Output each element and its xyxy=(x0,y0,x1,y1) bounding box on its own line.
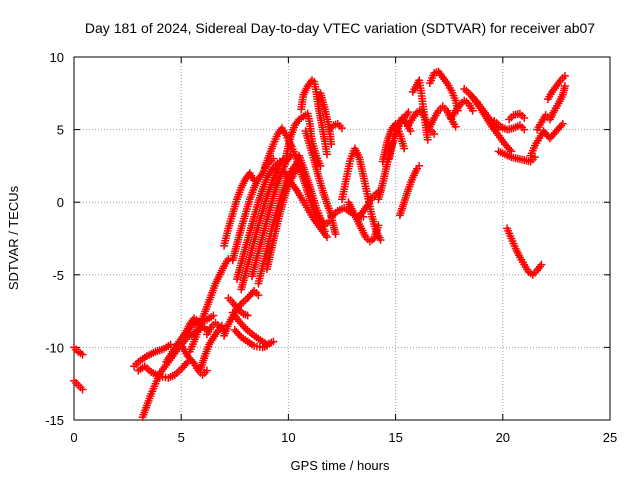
data-point-plus xyxy=(520,114,529,122)
series-trace-20 xyxy=(248,151,295,281)
y-axis-label: SDTVAR / TECUs xyxy=(6,185,21,290)
data-point-plus xyxy=(376,236,385,244)
series-trace-22 xyxy=(263,164,301,273)
data-point-plus xyxy=(423,135,432,144)
x-tick-label: 25 xyxy=(603,430,617,445)
series-trace-49 xyxy=(505,109,529,124)
data-point-plus xyxy=(531,153,539,162)
data-point-plus xyxy=(400,144,409,153)
data-point-plus xyxy=(468,106,477,115)
y-tick-label: -10 xyxy=(45,340,64,355)
data-point-plus xyxy=(327,140,336,149)
x-axis-label: GPS time / hours xyxy=(291,458,390,473)
data-point-plus xyxy=(263,341,271,350)
series-trace-50 xyxy=(503,224,546,279)
data-point-plus xyxy=(78,350,87,359)
series-trace-02 xyxy=(70,376,87,394)
series-trace-04 xyxy=(134,357,192,382)
data-point-plus xyxy=(243,311,252,320)
x-axis-ticks: 0 5 10 15 20 25 xyxy=(70,57,617,445)
series-trace-09 xyxy=(185,254,233,356)
data-point-plus xyxy=(331,230,340,239)
data-point-plus xyxy=(215,323,224,332)
data-point-plus xyxy=(224,254,233,263)
data-point-plus xyxy=(537,260,546,269)
data-point-plus xyxy=(323,233,331,241)
data-point-plus xyxy=(323,150,331,159)
series-trace-28 xyxy=(301,127,340,239)
series-trace-51 xyxy=(526,119,567,160)
series-trace-47 xyxy=(490,116,529,134)
data-point-plus xyxy=(269,337,278,346)
data-point-plus xyxy=(561,71,569,80)
data-point-plus xyxy=(254,291,263,300)
series-trace-29 xyxy=(295,151,334,230)
series-trace-23 xyxy=(260,124,295,172)
series-trace-26 xyxy=(297,76,331,159)
data-point-plus xyxy=(78,385,87,394)
series-trace-01 xyxy=(70,343,87,359)
y-tick-label: -5 xyxy=(52,268,64,283)
data-markers xyxy=(70,67,569,422)
y-axis-ticks: -15 -10 -5 0 5 10 xyxy=(45,50,610,428)
x-tick-label: 0 xyxy=(70,430,77,445)
y-tick-label: 5 xyxy=(57,123,64,138)
x-tick-label: 15 xyxy=(388,430,402,445)
y-tick-label: 10 xyxy=(50,50,64,65)
y-tick-label: 0 xyxy=(57,195,64,210)
x-tick-label: 5 xyxy=(178,430,185,445)
data-point-plus xyxy=(415,161,424,170)
data-point-plus xyxy=(338,124,346,133)
x-tick-label: 10 xyxy=(281,430,295,445)
series-trace-18 xyxy=(232,157,284,284)
series-trace-03 xyxy=(130,340,175,371)
data-point-plus xyxy=(558,119,567,128)
series-trace-41 xyxy=(408,76,432,144)
data-point-plus xyxy=(316,161,325,170)
series-trace-53 xyxy=(543,71,569,104)
series-trace-34 xyxy=(344,198,383,246)
data-point-plus xyxy=(166,340,175,349)
series-trace-19 xyxy=(237,154,289,294)
data-point-plus xyxy=(325,217,334,226)
grid-lines xyxy=(74,57,610,420)
series-trace-52 xyxy=(533,82,569,134)
series-trace-46 xyxy=(468,93,516,156)
data-point-plus xyxy=(374,221,383,230)
series-trace-44 xyxy=(447,96,477,122)
data-point-plus xyxy=(209,311,218,320)
data-point-plus xyxy=(404,108,413,117)
data-point-plus xyxy=(430,130,439,138)
series-trace-16 xyxy=(220,169,259,250)
data-point-plus xyxy=(202,366,211,375)
series-trace-15 xyxy=(230,326,271,352)
series-trace-11 xyxy=(202,318,224,339)
data-point-plus xyxy=(561,82,569,90)
plot-frame xyxy=(73,56,611,421)
series-trace-33 xyxy=(338,144,385,244)
x-tick-label: 20 xyxy=(496,430,510,445)
series-trace-13 xyxy=(224,294,252,320)
series-trace-39 xyxy=(395,161,424,220)
data-point-plus xyxy=(451,122,460,131)
y-tick-label: -15 xyxy=(45,413,64,428)
data-point-plus xyxy=(520,125,529,134)
data-point-plus xyxy=(406,127,415,136)
series-trace-31 xyxy=(325,119,346,134)
chart-title: Day 181 of 2024, Sidereal Day-to-day VTE… xyxy=(85,20,595,36)
